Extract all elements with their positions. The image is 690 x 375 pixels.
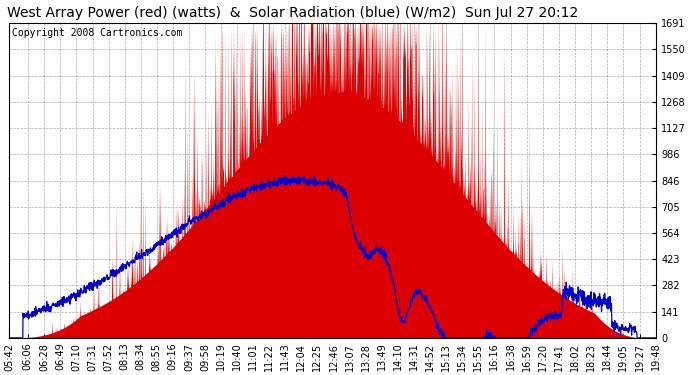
Text: Copyright 2008 Cartronics.com: Copyright 2008 Cartronics.com: [12, 28, 183, 38]
Text: West Array Power (red) (watts)  &  Solar Radiation (blue) (W/m2)  Sun Jul 27 20:: West Array Power (red) (watts) & Solar R…: [7, 6, 578, 20]
